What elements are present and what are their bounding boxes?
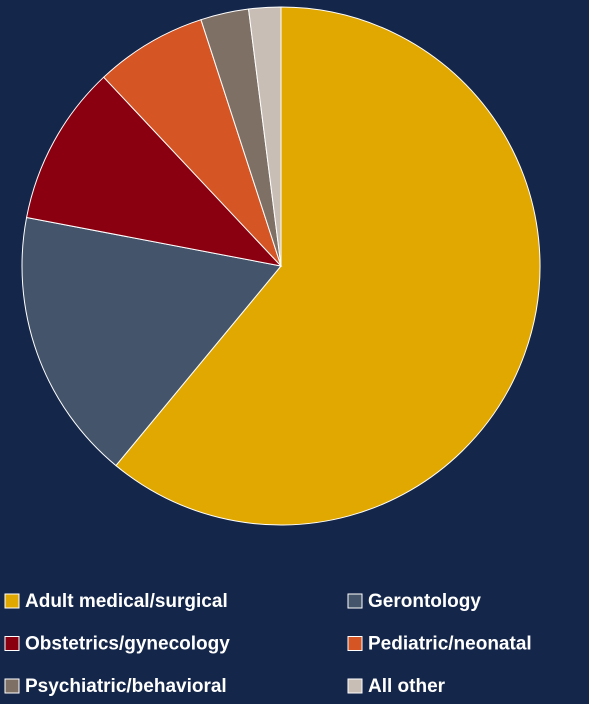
pie-slice bbox=[21, 216, 282, 467]
pie-slice bbox=[115, 6, 541, 526]
legend-swatch bbox=[347, 678, 363, 694]
legend-swatch bbox=[347, 636, 363, 651]
legend-swatch bbox=[347, 593, 363, 609]
legend-swatch bbox=[4, 636, 20, 651]
legend-label: All other bbox=[368, 676, 446, 697]
pie-slice bbox=[102, 19, 282, 267]
legend-label: Gerontology bbox=[368, 591, 481, 612]
legend-label: Pediatric/neonatal bbox=[368, 634, 532, 655]
legend-swatch bbox=[4, 678, 20, 694]
pie-slice bbox=[247, 6, 282, 267]
pie-slice bbox=[26, 76, 283, 267]
legend-label: Psychiatric/behavioral bbox=[25, 676, 227, 697]
legend-label: Adult medical/surgical bbox=[25, 591, 228, 612]
legend-swatch bbox=[4, 593, 20, 609]
legend-label: Obstetrics/gynecology bbox=[25, 634, 230, 655]
